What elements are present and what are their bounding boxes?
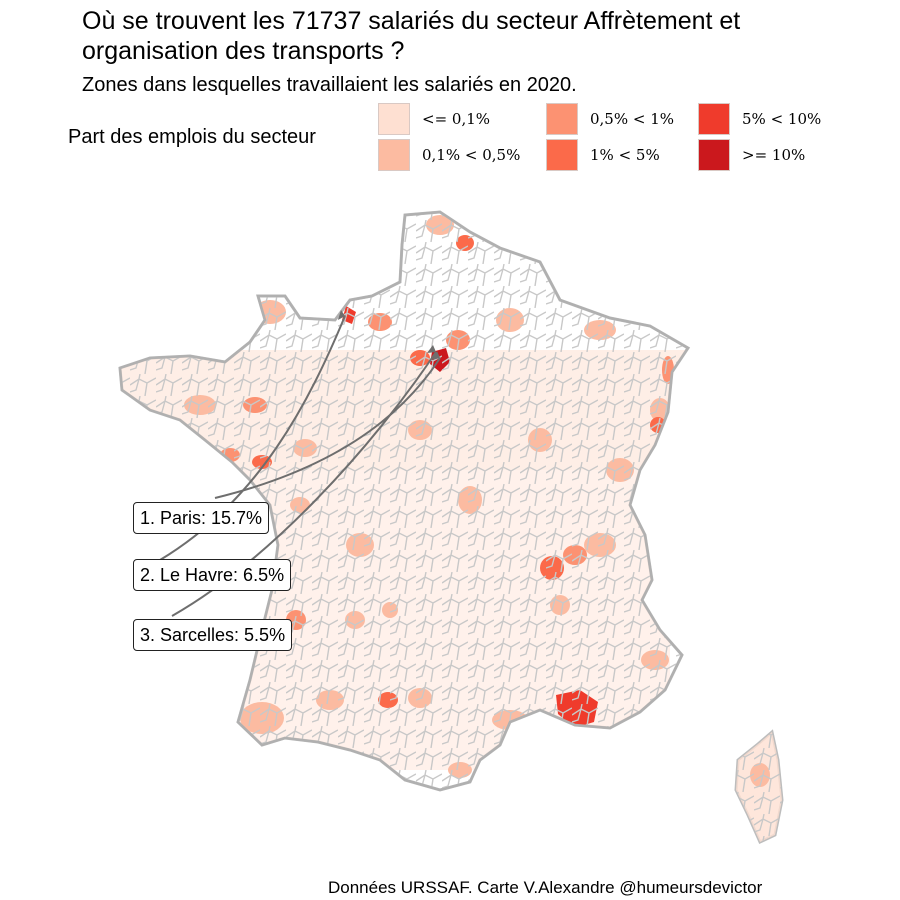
- callout-le-havre: 2. Le Havre: 6.5%: [133, 559, 292, 591]
- legend-label: 0,1% < 0,5%: [422, 146, 521, 164]
- legend-swatch: [698, 139, 730, 171]
- legend-swatch: [546, 139, 578, 171]
- legend-item-5-10: 5% < 10%: [698, 102, 821, 136]
- legend-item-1-5: 1% < 5%: [546, 138, 660, 172]
- legend-swatch: [698, 103, 730, 135]
- legend-item-0-1-0-5: 0,1% < 0,5%: [378, 138, 520, 172]
- legend-title: Part des emplois du secteur: [68, 126, 316, 148]
- legend-swatch: [546, 103, 578, 135]
- legend-label: 5% < 10%: [742, 110, 822, 128]
- source-caption: Données URSSAF. Carte V.Alexandre @humeu…: [328, 878, 763, 897]
- map-subtitle: Zones dans lesquelles travaillaient les …: [82, 74, 577, 96]
- legend-label: >= 10%: [742, 146, 806, 164]
- legend-swatch: [378, 103, 410, 135]
- callout-paris: 1. Paris: 15.7%: [133, 502, 270, 534]
- connector-paris: [214, 357, 441, 499]
- legend-label: 1% < 5%: [590, 146, 660, 164]
- callout-sarcelles: 3. Sarcelles: 5.5%: [133, 619, 293, 651]
- legend-swatch: [378, 139, 410, 171]
- legend-item-0-5-1: 0,5% < 1%: [546, 102, 674, 136]
- legend-item-ge-10: >= 10%: [698, 138, 805, 172]
- legend-item-le-0-1: <= 0,1%: [378, 102, 490, 136]
- map-title: Où se trouvent les 71737 salariés du sec…: [82, 7, 741, 65]
- legend-label: 0,5% < 1%: [590, 110, 675, 128]
- legend-label: <= 0,1%: [422, 110, 491, 128]
- connector-le-havre: [159, 315, 346, 561]
